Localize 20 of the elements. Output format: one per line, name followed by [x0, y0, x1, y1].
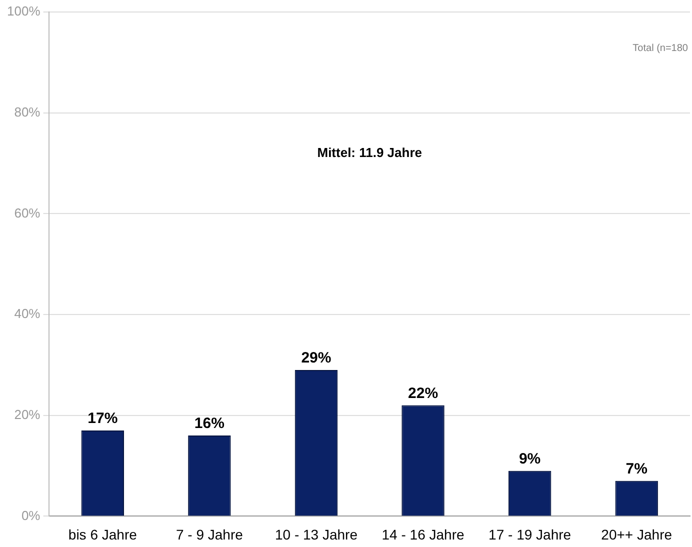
x-tick-label: 7 - 9 Jahre	[176, 526, 244, 542]
data-label: 17%	[88, 410, 118, 428]
x-tick-label: 20++ Jahre	[601, 526, 672, 542]
y-tick-label: 40%	[14, 306, 41, 322]
x-tick-label: 14 - 16 Jahre	[382, 526, 464, 542]
data-label: 16%	[194, 415, 224, 432]
y-tick-label: 100%	[7, 4, 41, 19]
y-tick-label: 0%	[21, 508, 41, 523]
y-tick-label: 80%	[14, 104, 41, 120]
annotation: Total (n=180	[632, 42, 688, 54]
x-tick-label: 10 - 13 Jahre	[274, 526, 358, 542]
data-label: 7%	[626, 460, 648, 478]
data-label: 9%	[518, 450, 541, 468]
annotation: Mittel: 11.9 Jahre	[317, 144, 422, 160]
y-tick-label: 20%	[14, 406, 41, 422]
data-label: 29%	[301, 350, 332, 367]
x-tick-label: 17 - 19 Jahre	[488, 526, 572, 542]
data-label: 22%	[408, 384, 438, 402]
x-tick-label: bis 6 Jahre	[68, 526, 138, 542]
y-tick-label: 60%	[14, 205, 41, 220]
